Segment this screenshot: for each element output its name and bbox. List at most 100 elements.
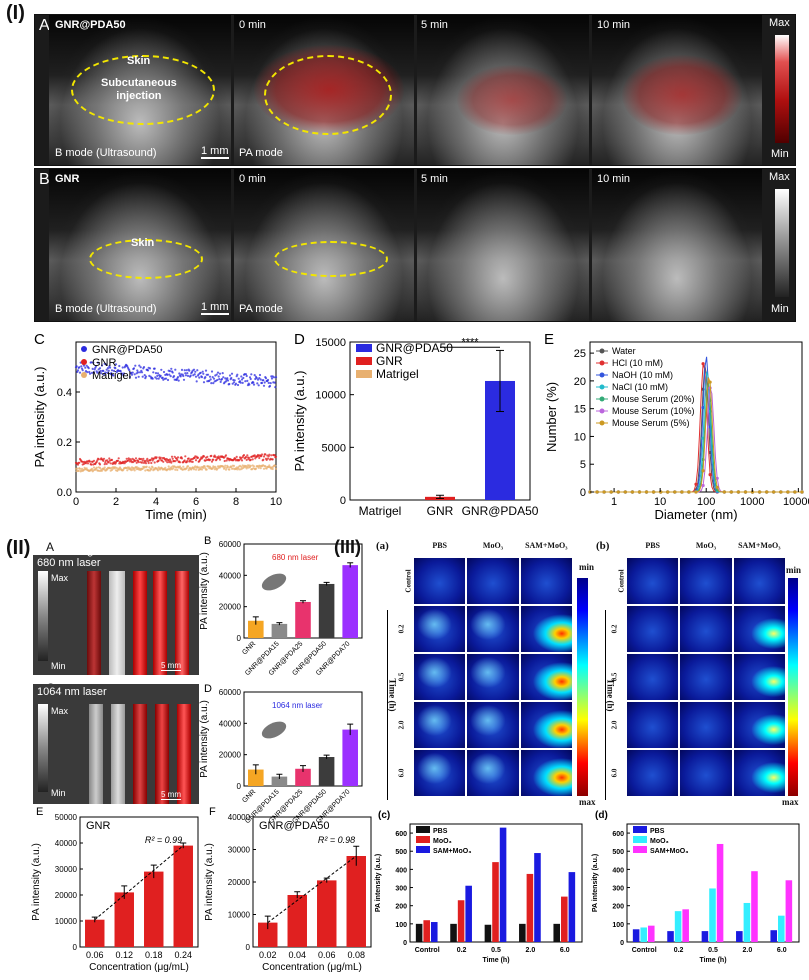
- y-tick-label: 10: [574, 431, 586, 443]
- legend-label: SAM+MoO₃: [650, 848, 688, 855]
- colorbar-min: Min: [771, 148, 789, 160]
- II-A-letter: A: [46, 540, 55, 554]
- data-point: [694, 482, 698, 486]
- row-label: 6.0: [610, 768, 619, 778]
- data-point: [228, 382, 231, 386]
- data-point: [208, 375, 212, 378]
- column-header: SAM+MoO₃: [738, 541, 781, 550]
- data-point: [257, 466, 260, 469]
- data-point: [210, 454, 213, 457]
- data-point: [114, 367, 117, 370]
- pa-image-cell: [414, 558, 466, 604]
- data-point: [216, 371, 220, 374]
- x-tick-label: 6.0: [560, 947, 570, 954]
- data-point: [110, 458, 114, 461]
- data-point: [112, 369, 116, 372]
- data-point: [186, 372, 189, 375]
- III-a-grid: PBS MoO₃ SAM+MoO₃ Control 0.2 0.5 2.0 6.0: [397, 541, 573, 809]
- fit-line: [267, 855, 357, 924]
- panel-letter: B: [204, 535, 211, 547]
- data-point: [172, 375, 176, 378]
- data-point: [90, 361, 93, 364]
- pa-signal: [622, 55, 742, 135]
- data-point: [715, 485, 719, 489]
- data-point: [220, 377, 224, 381]
- column-header: SAM+MoO₃: [525, 541, 568, 550]
- data-point: [168, 370, 172, 373]
- y-tick-label: 60000: [219, 688, 242, 697]
- x-tick-label: 100: [697, 496, 715, 508]
- data-point: [119, 370, 122, 373]
- injection-outline: [264, 55, 392, 135]
- data-point: [134, 364, 137, 367]
- data-point: [102, 373, 106, 376]
- data-point: [223, 459, 226, 463]
- x-tick-label: 0.5: [708, 947, 718, 954]
- x-tick-label: Control: [415, 947, 440, 954]
- y-tick-label: 60000: [219, 540, 242, 549]
- y-tick-label: 0: [580, 487, 586, 499]
- pa-image-cell: [414, 702, 466, 748]
- data-point: [98, 367, 102, 370]
- y-tick-label: 400: [395, 867, 407, 874]
- data-point: [170, 367, 173, 370]
- section-III-label: (III): [334, 537, 361, 557]
- data-point: [793, 490, 797, 494]
- data-point: [240, 465, 243, 468]
- legend-swatch: [633, 826, 647, 833]
- data-point: [142, 457, 145, 460]
- panel-letter: (d): [595, 810, 608, 821]
- data-point: [242, 454, 246, 457]
- data-point: [701, 469, 705, 473]
- data-point: [97, 458, 100, 461]
- data-point: [235, 455, 238, 458]
- y-tick-label: 0: [403, 940, 407, 947]
- data-point: [90, 467, 94, 470]
- data-point: [183, 459, 186, 462]
- data-point: [262, 384, 266, 387]
- data-point: [234, 382, 238, 385]
- bar: [534, 853, 541, 942]
- data-point: [133, 469, 136, 472]
- data-point: [212, 382, 215, 385]
- data-point: [180, 368, 184, 371]
- data-point: [210, 382, 213, 385]
- pamode-label: PA mode: [239, 303, 283, 315]
- pa-image-cell: [467, 750, 519, 796]
- y-tick-label: 0.4: [57, 387, 72, 399]
- nanoparticle-icon: [261, 573, 287, 591]
- data-point: [233, 379, 236, 382]
- bar: [465, 885, 472, 942]
- bar: [342, 729, 358, 786]
- data-point: [274, 467, 278, 470]
- data-point: [680, 490, 684, 494]
- data-point: [206, 373, 210, 376]
- data-point: [259, 467, 262, 470]
- data-point: [264, 453, 267, 456]
- data-point: [203, 465, 206, 468]
- data-point: [149, 458, 152, 461]
- data-point: [166, 461, 169, 464]
- lane-gradient-bar: [38, 704, 48, 792]
- legend-swatch: [356, 344, 372, 352]
- data-point: [174, 468, 177, 471]
- data-point: [106, 367, 110, 370]
- data-point: [240, 378, 244, 381]
- data-point: [106, 371, 109, 374]
- data-point: [200, 468, 204, 471]
- y-tick-label: 600: [395, 831, 407, 838]
- data-point: [201, 370, 204, 373]
- data-point: [244, 455, 248, 459]
- data-point: [143, 374, 146, 377]
- y-tick-label: 100: [612, 922, 624, 929]
- pa-image-cell: [520, 654, 572, 700]
- legend-swatch: [356, 370, 372, 378]
- data-point: [224, 468, 228, 471]
- x-axis-label: Time (min): [145, 507, 207, 522]
- data-point: [160, 368, 163, 371]
- data-point: [266, 457, 270, 460]
- bar: [258, 922, 278, 947]
- data-point: [115, 466, 118, 470]
- data-point: [98, 466, 102, 469]
- data-point: [210, 460, 214, 463]
